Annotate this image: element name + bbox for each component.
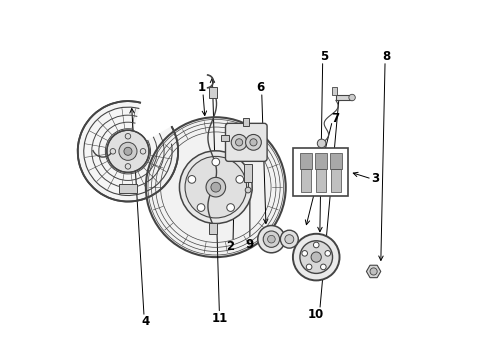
Circle shape — [197, 204, 204, 211]
Text: 8: 8 — [381, 50, 389, 63]
Bar — [329, 153, 341, 169]
Circle shape — [280, 230, 298, 248]
Circle shape — [348, 94, 355, 101]
Circle shape — [285, 235, 293, 244]
Circle shape — [110, 149, 116, 154]
Circle shape — [231, 134, 246, 150]
Circle shape — [301, 251, 307, 256]
Circle shape — [267, 235, 275, 243]
Bar — [335, 95, 351, 100]
Bar — [300, 168, 310, 192]
Circle shape — [78, 101, 178, 202]
Circle shape — [292, 234, 339, 280]
Circle shape — [245, 134, 261, 150]
Circle shape — [369, 268, 376, 275]
Text: 7: 7 — [330, 112, 339, 125]
Bar — [331, 87, 336, 95]
Circle shape — [145, 117, 285, 257]
Circle shape — [210, 182, 220, 192]
Text: 5: 5 — [319, 50, 327, 63]
Text: 3: 3 — [370, 172, 379, 185]
Circle shape — [235, 176, 243, 183]
Circle shape — [313, 242, 318, 248]
Bar — [292, 148, 348, 196]
Wedge shape — [128, 99, 174, 151]
Circle shape — [125, 134, 130, 139]
Circle shape — [119, 142, 137, 160]
Circle shape — [310, 252, 321, 262]
Bar — [243, 118, 249, 126]
Circle shape — [140, 149, 145, 154]
Circle shape — [184, 156, 246, 218]
Circle shape — [179, 151, 252, 224]
Circle shape — [244, 187, 250, 193]
Text: 6: 6 — [256, 81, 264, 94]
Circle shape — [235, 139, 242, 146]
Circle shape — [257, 226, 285, 253]
Text: 11: 11 — [211, 311, 227, 325]
Circle shape — [320, 264, 325, 270]
Bar — [315, 168, 325, 192]
Circle shape — [188, 176, 195, 183]
Text: 2: 2 — [225, 240, 234, 253]
Circle shape — [249, 139, 257, 146]
Bar — [208, 223, 216, 234]
Circle shape — [317, 139, 325, 148]
Bar — [119, 184, 137, 193]
Circle shape — [107, 130, 149, 172]
Circle shape — [299, 241, 332, 273]
Circle shape — [211, 158, 219, 166]
Circle shape — [125, 163, 130, 169]
Text: 10: 10 — [307, 308, 324, 321]
Bar — [221, 135, 228, 140]
Bar — [314, 153, 326, 169]
Circle shape — [226, 204, 234, 211]
Circle shape — [263, 231, 279, 247]
Circle shape — [123, 147, 132, 155]
Circle shape — [205, 177, 225, 197]
Circle shape — [325, 251, 330, 256]
Bar — [300, 153, 311, 169]
Circle shape — [305, 264, 311, 270]
Text: 4: 4 — [142, 315, 150, 328]
Bar — [244, 164, 251, 182]
Text: 1: 1 — [198, 81, 206, 94]
FancyBboxPatch shape — [225, 123, 266, 161]
Polygon shape — [366, 265, 380, 278]
Text: 9: 9 — [245, 238, 253, 251]
Bar — [330, 168, 340, 192]
Bar — [208, 87, 216, 98]
